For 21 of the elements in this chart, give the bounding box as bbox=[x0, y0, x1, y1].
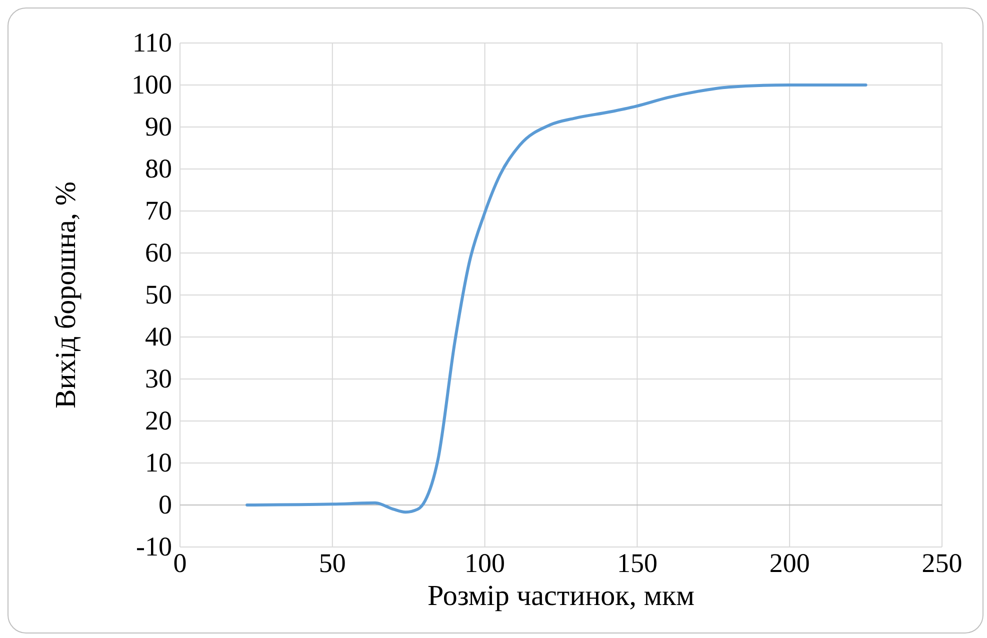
y-tick-label: 40 bbox=[145, 322, 172, 352]
x-axis-title: Розмір частинок, мкм bbox=[427, 580, 695, 612]
x-tick-label: 50 bbox=[318, 548, 346, 578]
y-tick-label: 90 bbox=[145, 112, 172, 142]
x-tick-label: 250 bbox=[922, 548, 962, 578]
y-tick-label: 0 bbox=[158, 490, 172, 520]
x-tick-label: 200 bbox=[769, 548, 810, 578]
y-tick-label: 50 bbox=[145, 280, 172, 310]
y-tick-label: 80 bbox=[145, 154, 172, 184]
x-tick-label: 150 bbox=[616, 548, 658, 578]
y-tick-label: 100 bbox=[132, 70, 172, 100]
y-axis-title: Вихід борошна, % bbox=[50, 181, 82, 409]
y-tick-label: 70 bbox=[145, 196, 172, 226]
y-tick-label: 110 bbox=[132, 28, 172, 58]
y-tick-label: 10 bbox=[145, 448, 172, 478]
y-tick-label: 30 bbox=[145, 364, 172, 394]
x-tick-label: 100 bbox=[464, 548, 506, 578]
y-tick-label: -10 bbox=[136, 532, 172, 562]
y-tick-label: 60 bbox=[145, 238, 172, 268]
y-tick-label: 20 bbox=[145, 406, 172, 436]
line-series bbox=[246, 84, 868, 514]
